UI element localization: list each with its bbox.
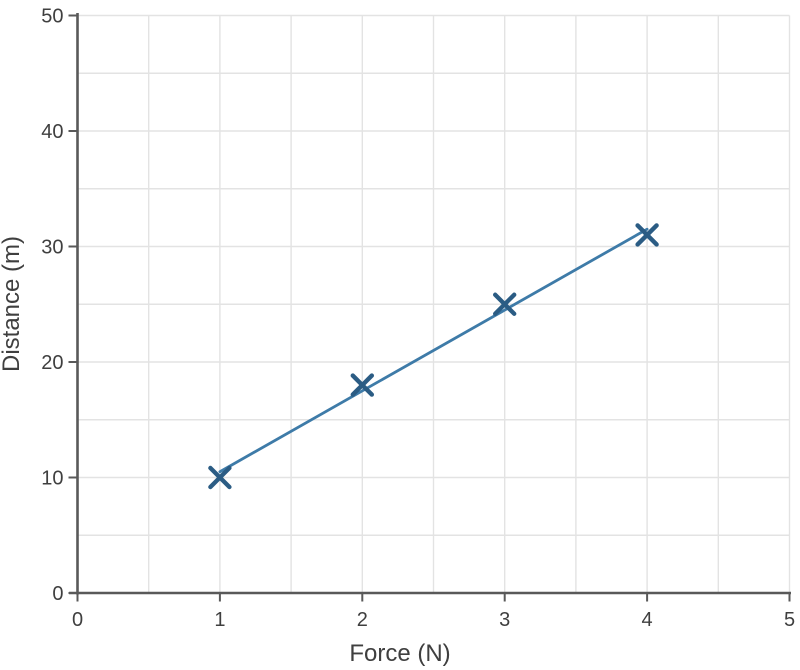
x-tick-label: 1	[214, 609, 225, 631]
marker-stroke	[350, 373, 374, 397]
x-tick-label: 3	[499, 609, 510, 631]
data-point-marker	[350, 373, 374, 397]
marker-stroke	[493, 292, 517, 316]
marker-stroke	[635, 223, 659, 247]
data-point-marker	[493, 292, 517, 316]
data-point-marker	[635, 223, 659, 247]
x-axis-title: Force (N)	[349, 640, 450, 667]
x-tick-label: 4	[642, 609, 653, 631]
y-tick-label: 40	[41, 121, 63, 143]
marker-stroke	[208, 465, 232, 490]
x-tick-label: 2	[357, 609, 368, 631]
data-series	[208, 223, 659, 490]
y-tick-label: 0	[52, 583, 63, 605]
y-tick-label: 50	[41, 6, 63, 28]
y-axis-title: Distance (m)	[0, 236, 25, 372]
trendline	[218, 227, 649, 474]
x-tick-label: 5	[784, 609, 795, 631]
gridlines	[77, 14, 791, 593]
y-tick-label: 10	[41, 468, 63, 490]
y-tick-label: 20	[41, 352, 63, 374]
data-point-marker	[208, 465, 232, 490]
axes	[68, 13, 791, 602]
x-tick-label: 0	[72, 609, 83, 631]
y-tick-label: 30	[41, 237, 63, 259]
